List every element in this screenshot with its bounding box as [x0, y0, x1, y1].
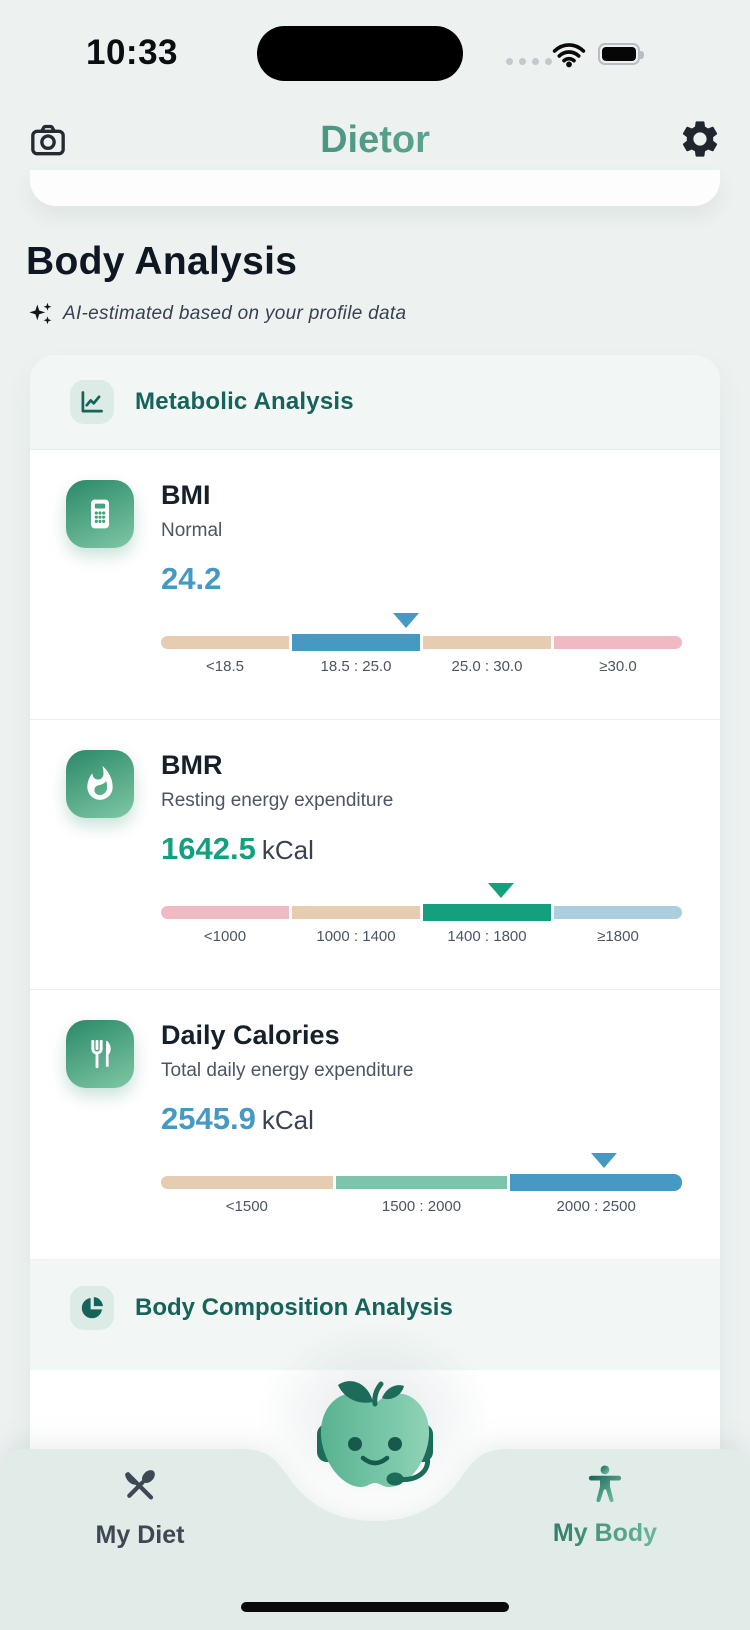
metric-row-bmr: BMR Resting energy expenditure 1642.5 kCa…: [30, 720, 720, 990]
body-composition-header: Body Composition Analysis: [30, 1260, 720, 1370]
metric-value: 2545.9: [161, 1101, 256, 1136]
person-icon: [588, 1465, 622, 1503]
range-segment: [292, 634, 420, 651]
daily-calories-value-marker: [590, 1153, 617, 1168]
range-segment: [554, 906, 682, 919]
range-segment: [510, 1174, 683, 1191]
metric-title: BMI: [161, 480, 211, 510]
metric-unit: kCal: [261, 835, 314, 865]
metabolic-analysis-header: Metabolic Analysis: [30, 355, 720, 450]
metric-subtitle: Resting energy expenditure: [161, 790, 394, 811]
range-segment: [554, 636, 682, 649]
bmr-value-marker: [487, 883, 514, 898]
metric-subtitle: Total daily energy expenditure: [161, 1060, 414, 1081]
ai-subtitle: AI-estimated based on your profile data: [26, 301, 406, 326]
scrolled-card-edge: [30, 170, 720, 206]
calculator-icon: [66, 480, 134, 548]
metric-title: BMR: [161, 750, 223, 780]
range-labels: <1000 1000 : 1400 1400 : 1800 ≥1800: [203, 928, 639, 945]
battery-icon: [598, 43, 644, 65]
fork-knife-icon: [66, 1020, 134, 1088]
line-chart-icon: [70, 380, 114, 424]
bmr-range-bar: <1000 1000 : 1400 1400 : 1800 ≥1800: [161, 883, 682, 945]
signal-dots-icon: [506, 58, 552, 65]
range-segment: [161, 636, 289, 649]
page-title: Body Analysis: [26, 240, 298, 283]
camera-icon[interactable]: [28, 120, 68, 160]
tab-my-diet[interactable]: My Diet: [55, 1462, 225, 1550]
app-title: Dietor: [0, 119, 750, 162]
status-bar: 10:33: [0, 0, 750, 100]
home-indicator[interactable]: [241, 1602, 509, 1612]
wifi-icon: [552, 43, 586, 68]
range-segment: [335, 1176, 508, 1189]
body-analysis-card: Metabolic Analysis BMI Normal 24.2: [30, 355, 720, 1630]
apple-mascot-assistant[interactable]: [295, 1360, 455, 1510]
range-segment: [161, 1176, 333, 1189]
gear-icon[interactable]: [678, 117, 722, 161]
metric-row-bmi: BMI Normal 24.2 <18.5 18.5 : 25.0 25.0 :…: [30, 450, 720, 720]
range-labels: <18.5 18.5 : 25.0 25.0 : 30.0 ≥30.0: [206, 658, 637, 675]
tab-my-body-label: My Body: [520, 1519, 690, 1548]
ai-subtitle-text: AI-estimated based on your profile data: [63, 302, 407, 324]
tab-my-diet-label: My Diet: [95, 1521, 185, 1549]
tab-my-body[interactable]: My Body: [520, 1462, 690, 1548]
range-segment: [161, 906, 289, 919]
dynamic-island: [257, 26, 463, 81]
sparkles-icon: [29, 302, 52, 325]
pie-chart-icon: [70, 1286, 114, 1330]
metabolic-analysis-title: Metabolic Analysis: [135, 388, 354, 415]
daily-calories-range-bar: <1500 1500 : 2000 2000 : 2500: [161, 1153, 683, 1215]
tab-bar: [0, 1449, 750, 1630]
range-segment: [423, 904, 551, 921]
body-composition-title: Body Composition Analysis: [135, 1294, 453, 1321]
range-segment: [292, 906, 420, 919]
metric-value: 24.2: [161, 561, 222, 596]
status-time: 10:33: [86, 33, 179, 72]
metric-unit: kCal: [261, 1105, 314, 1135]
bmi-value-marker: [392, 613, 419, 628]
metric-title: Daily Calories: [161, 1020, 340, 1050]
range-labels: <1500 1500 : 2000 2000 : 2500: [225, 1198, 636, 1215]
range-segment: [423, 636, 551, 649]
bmi-range-bar: <18.5 18.5 : 25.0 25.0 : 30.0 ≥30.0: [161, 613, 682, 675]
metric-value: 1642.5: [161, 831, 256, 866]
metric-subtitle: Normal: [161, 520, 223, 541]
flame-icon: [66, 750, 134, 818]
app-header: Dietor: [0, 112, 750, 182]
metric-row-daily-calories: Daily Calories Total daily energy expend…: [30, 990, 720, 1260]
crossed-utensils-icon: [125, 1470, 155, 1500]
